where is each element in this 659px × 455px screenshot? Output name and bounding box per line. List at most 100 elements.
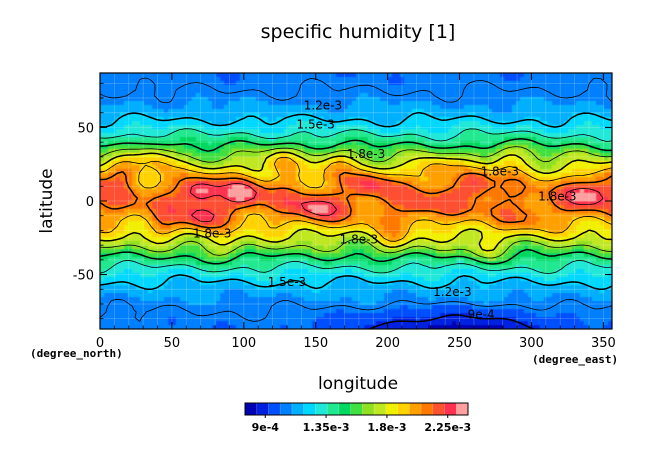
- field-cell: [388, 185, 393, 190]
- field-cell: [248, 177, 253, 182]
- field-cell: [116, 149, 121, 154]
- field-cell: [400, 133, 405, 138]
- field-cell: [320, 209, 325, 214]
- field-cell: [380, 221, 385, 226]
- field-cell: [380, 81, 385, 86]
- field-cell: [536, 105, 541, 110]
- field-cell: [412, 201, 417, 206]
- field-cell: [564, 73, 569, 78]
- field-cell: [440, 169, 445, 174]
- field-cell: [360, 165, 365, 170]
- field-cell: [320, 129, 325, 134]
- field-cell: [256, 133, 261, 138]
- field-cell: [460, 193, 465, 198]
- field-cell: [492, 177, 497, 182]
- field-cell: [448, 81, 453, 86]
- field-cell: [352, 161, 357, 166]
- field-cell: [572, 217, 577, 222]
- field-cell: [244, 93, 249, 98]
- field-cell: [292, 209, 297, 214]
- field-cell: [140, 217, 145, 222]
- field-cell: [108, 89, 113, 94]
- field-cell: [244, 157, 249, 162]
- field-cell: [156, 157, 161, 162]
- field-cell: [292, 225, 297, 230]
- field-cell: [244, 169, 249, 174]
- field-cell: [100, 217, 105, 222]
- field-cell: [540, 85, 545, 90]
- field-cell: [252, 177, 257, 182]
- field-cell: [312, 97, 317, 102]
- field-cell: [496, 89, 501, 94]
- field-cell: [236, 97, 241, 102]
- field-cell: [496, 77, 501, 82]
- field-cell: [416, 165, 421, 170]
- field-cell: [372, 117, 377, 122]
- field-cell: [196, 125, 201, 130]
- field-cell: [560, 133, 565, 138]
- field-cell: [424, 145, 429, 150]
- field-cell: [532, 173, 537, 178]
- field-cell: [128, 113, 133, 118]
- field-cell: [152, 157, 157, 162]
- field-cell: [112, 109, 117, 114]
- field-cell: [144, 197, 149, 202]
- field-cell: [128, 97, 133, 102]
- field-cell: [300, 161, 305, 166]
- field-cell: [112, 185, 117, 190]
- field-cell: [232, 201, 237, 206]
- field-cell: [484, 177, 489, 182]
- field-cell: [356, 153, 361, 158]
- field-cell: [176, 93, 181, 98]
- field-cell: [520, 77, 525, 82]
- field-cell: [192, 165, 197, 170]
- field-cell: [488, 157, 493, 162]
- field-cell: [380, 209, 385, 214]
- field-cell: [272, 213, 277, 218]
- field-cell: [592, 209, 597, 214]
- field-cell: [436, 205, 441, 210]
- field-cell: [328, 197, 333, 202]
- field-cell: [108, 137, 113, 142]
- field-cell: [504, 89, 509, 94]
- field-cell: [304, 213, 309, 218]
- field-cell: [540, 169, 545, 174]
- field-cell: [524, 73, 529, 78]
- field-cell: [436, 149, 441, 154]
- field-cell: [416, 97, 421, 102]
- field-cell: [220, 217, 225, 222]
- field-cell: [232, 205, 237, 210]
- field-cell: [460, 101, 465, 106]
- field-cell: [408, 153, 413, 158]
- field-cell: [376, 205, 381, 210]
- field-cell: [172, 121, 177, 126]
- field-cell: [200, 209, 205, 214]
- field-cell: [456, 205, 461, 210]
- field-cell: [520, 217, 525, 222]
- field-cell: [564, 125, 569, 130]
- field-cell: [484, 105, 489, 110]
- field-cell: [496, 73, 501, 78]
- field-cell: [384, 89, 389, 94]
- field-cell: [212, 117, 217, 122]
- field-cell: [112, 169, 117, 174]
- field-cell: [232, 137, 237, 142]
- field-cell: [284, 117, 289, 122]
- field-cell: [376, 217, 381, 222]
- field-cell: [484, 93, 489, 98]
- field-cell: [600, 113, 605, 118]
- field-cell: [264, 213, 269, 218]
- field-cell: [548, 165, 553, 170]
- field-cell: [324, 101, 329, 106]
- field-cell: [148, 185, 153, 190]
- field-cell: [424, 117, 429, 122]
- field-cell: [368, 89, 373, 94]
- field-cell: [172, 153, 177, 158]
- field-cell: [212, 221, 217, 226]
- field-cell: [540, 181, 545, 186]
- field-cell: [500, 197, 505, 202]
- field-cell: [376, 101, 381, 106]
- field-cell: [388, 213, 393, 218]
- field-cell: [240, 181, 245, 186]
- field-cell: [460, 73, 465, 78]
